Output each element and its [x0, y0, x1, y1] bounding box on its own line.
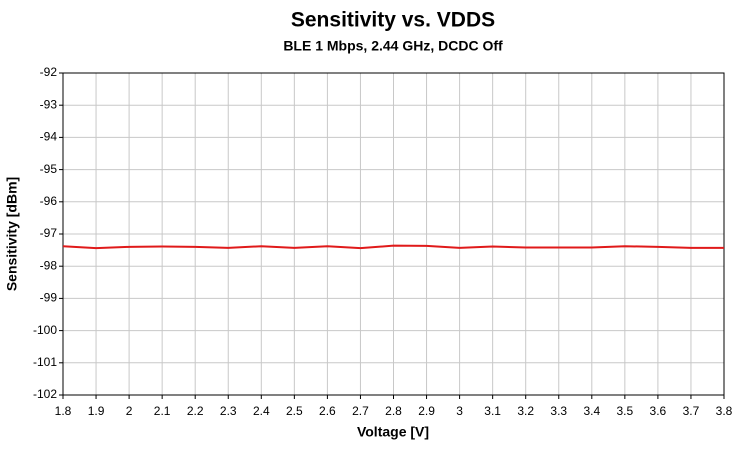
chart-subtitle: BLE 1 Mbps, 2.44 GHz, DCDC Off: [283, 38, 503, 54]
x-tick-label: 2.2: [187, 404, 204, 418]
y-tick-label: -95: [40, 162, 58, 176]
x-tick-label: 2.1: [154, 404, 171, 418]
x-axis-label: Voltage [V]: [357, 424, 429, 440]
y-tick-label: -101: [33, 355, 57, 369]
y-tick-label: -98: [40, 258, 58, 272]
x-tick-label: 3.6: [650, 404, 667, 418]
y-tick-label: -96: [40, 194, 58, 208]
x-tick-label: 2.7: [352, 404, 369, 418]
x-tick-label: 3.3: [550, 404, 567, 418]
x-tick-label: 2.4: [253, 404, 270, 418]
x-tick-label: 3.5: [617, 404, 634, 418]
y-tick-label: -94: [40, 130, 58, 144]
x-tick-label: 2.6: [319, 404, 336, 418]
x-tick-label: 3.7: [683, 404, 700, 418]
x-tick-label: 1.9: [88, 404, 105, 418]
x-tick-label: 3: [456, 404, 463, 418]
x-tick-label: 3.4: [583, 404, 600, 418]
x-tick-label: 2: [126, 404, 133, 418]
x-tick-label: 3.1: [484, 404, 501, 418]
y-tick-label: -100: [33, 323, 57, 337]
y-tick-label: -92: [40, 65, 58, 79]
x-tick-label: 3.8: [716, 404, 733, 418]
y-tick-label: -99: [40, 291, 58, 305]
plot-border: [62, 72, 725, 396]
x-tick-label: 2.3: [220, 404, 237, 418]
x-tick-label: 1.8: [55, 404, 72, 418]
y-tick-label: -93: [40, 97, 58, 111]
y-tick-label: -102: [33, 387, 57, 401]
y-axis-label: Sensitivity [dBm]: [4, 177, 20, 291]
chart-title: Sensitivity vs. VDDS: [291, 9, 495, 32]
x-tick-label: 3.2: [517, 404, 534, 418]
x-tick-label: 2.5: [286, 404, 303, 418]
x-tick-label: 2.9: [418, 404, 435, 418]
y-tick-label: -97: [40, 226, 58, 240]
x-tick-label: 2.8: [385, 404, 402, 418]
data-line: [62, 244, 724, 250]
